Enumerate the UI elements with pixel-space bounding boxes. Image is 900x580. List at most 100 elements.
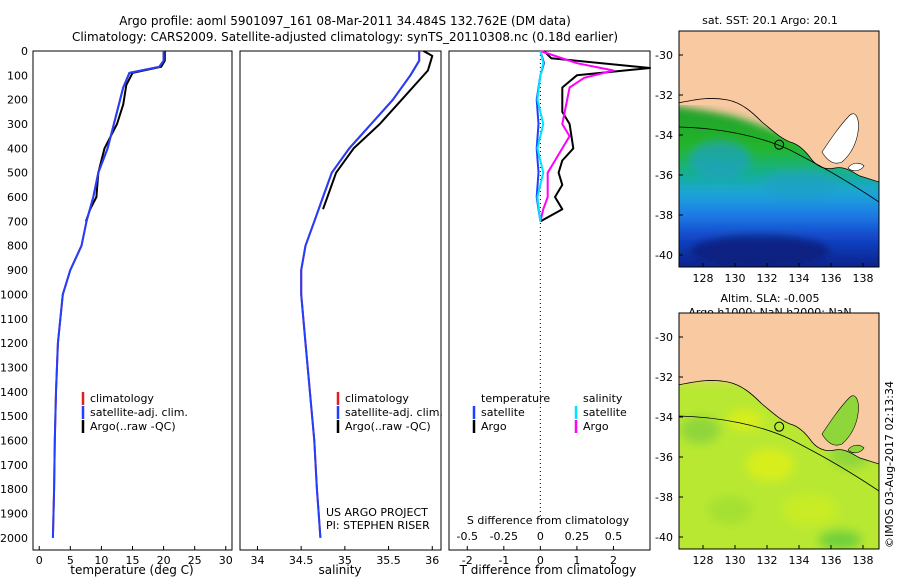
depth-tick-label: 200: [7, 94, 28, 107]
legend-climatology: climatology: [345, 392, 409, 405]
longitude-tick-label: 128: [693, 554, 714, 567]
depth-tick-label: 800: [7, 240, 28, 253]
float-location-circle: [774, 139, 785, 150]
t-difference-label: T difference from climatology: [459, 563, 637, 577]
s-difference-tick-label: 0.25: [565, 530, 590, 543]
salinity-tick-label: 35.5: [376, 554, 401, 567]
difference-profiles: [535, 50, 651, 223]
sla-map-lat-labels: -30 -32 -34 -36 -38 -40: [655, 331, 683, 544]
legend-title-salinity: salinity: [583, 392, 623, 405]
difference-legend: temperature salinity satellite Argo sate…: [472, 392, 627, 433]
legend-s-argo: Argo: [583, 420, 609, 433]
temperature-tick-label: 5: [67, 554, 74, 567]
depth-tick-label: 0: [21, 45, 28, 58]
argo-temperature-difference-line: [539, 50, 651, 223]
project-annotation: US ARGO PROJECT: [326, 506, 428, 519]
legend-satellite: satellite-adj. clim.: [90, 406, 188, 419]
argo-salinity-difference-line: [539, 50, 615, 222]
depth-tick-label: 1800: [0, 483, 28, 496]
depth-tick-label: 1300: [0, 361, 28, 374]
temperature-tick-labels: 0 5 10 15 20 25 30: [36, 546, 233, 567]
temperature-legend: climatology satellite-adj. clim. Argo(..…: [81, 392, 188, 433]
legend-satellite: satellite-adj. clim.: [345, 406, 443, 419]
longitude-tick-label: 132: [757, 554, 778, 567]
s-difference-tick-label: -0.5: [457, 530, 478, 543]
sst-map-panel: sat. SST: 20.1 Argo: 20.1 -30-32-34-36-3…: [655, 14, 880, 285]
salinity-tick-label: 36: [425, 554, 439, 567]
depth-tick-label: 100: [7, 69, 28, 82]
latitude-tick-label: -40: [655, 531, 673, 544]
salinity-profiles: [300, 50, 434, 538]
salinity-xlabel: salinity: [318, 563, 361, 577]
t-difference-tick-label: 0: [537, 554, 544, 567]
depth-tick-label: 600: [7, 191, 28, 204]
sst-map-lat-labels: -30 -32 -34 -36 -38 -40: [655, 49, 683, 262]
longitude-tick-label: 138: [853, 272, 874, 285]
latitude-tick-label: -30: [655, 49, 673, 62]
depth-tick-label: 1700: [0, 459, 28, 472]
longitude-tick-label: 136: [821, 554, 842, 567]
salinity-tick-labels: 34 34.5 35 35.5 36: [250, 546, 439, 567]
legend-climatology: climatology: [90, 392, 154, 405]
latitude-tick-label: -32: [655, 371, 673, 384]
latitude-tick-label: -30: [655, 331, 673, 344]
s-difference-tick-label: 0.5: [605, 530, 623, 543]
longitude-tick-label: 128: [693, 272, 714, 285]
temperature-profiles: [51, 51, 166, 538]
legend-argo: Argo(..raw -QC): [345, 420, 431, 433]
header-line1: Argo profile: aoml 5901097_161 08-Mar-20…: [119, 14, 571, 28]
t-difference-tick-label: -2: [462, 554, 473, 567]
sla-map-lon-labels: 128 130 132 134 136 138: [693, 545, 874, 567]
header-line2: Climatology: CARS2009. Satellite-adjuste…: [72, 30, 618, 44]
longitude-tick-label: 134: [789, 272, 810, 285]
difference-axes: [448, 50, 651, 551]
temperature-xlabel: temperature (deg C): [70, 563, 193, 577]
latitude-tick-label: -40: [655, 249, 673, 262]
depth-tick-label: 2000: [0, 532, 28, 545]
depth-tick-label: 1200: [0, 337, 28, 350]
sst-map-image: [679, 31, 879, 267]
salinity-tick-label: 35: [338, 554, 352, 567]
argo-temperature-line: [84, 51, 166, 222]
depth-tick-label: 1400: [0, 386, 28, 399]
s-difference-tick-labels: -0.5 -0.25 0 0.25 0.5: [457, 530, 623, 543]
latitude-tick-label: -36: [655, 451, 673, 464]
climatology-salinity-line: [300, 51, 421, 538]
depth-tick-labels: 0 100 200 300 400 500 600 700 800 900 1000 1100 1200…: [0, 45, 28, 545]
latitude-tick-label: -38: [655, 491, 673, 504]
depth-tick-label: 1600: [0, 434, 28, 447]
temperature-tick-label: 0: [36, 554, 43, 567]
t-difference-tick-label: 1: [573, 554, 580, 567]
latitude-tick-label: -34: [655, 411, 673, 424]
depth-tick-label: 300: [7, 118, 28, 131]
sst-map-lon-labels: 128 130 132 134 136 138: [693, 263, 874, 285]
t-difference-tick-label: 2: [610, 554, 617, 567]
legend-t-satellite: satellite: [481, 406, 525, 419]
sla-map-frame: [678, 312, 880, 550]
climatology-temperature-line: [51, 51, 165, 538]
legend-argo: Argo(..raw -QC): [90, 420, 176, 433]
depth-tick-label: 500: [7, 167, 28, 180]
salinity-panel: 34 34.5 35 35.5 36 salinity climatology sate…: [239, 50, 443, 577]
longitude-tick-label: 138: [853, 554, 874, 567]
depth-tick-label: 400: [7, 142, 28, 155]
salinity-legend: climatology satellite-adj. clim. Argo(..…: [336, 392, 443, 433]
depth-tick-label: 1000: [0, 288, 28, 301]
depth-tick-label: 1900: [0, 507, 28, 520]
longitude-tick-label: 136: [821, 272, 842, 285]
float-location-circle: [774, 421, 785, 432]
depth-tick-label: 700: [7, 215, 28, 228]
depth-tick-label: 1500: [0, 410, 28, 423]
satellite-temperature-line: [51, 51, 165, 538]
legend-t-argo: Argo: [481, 420, 507, 433]
s-difference-tick-label: -0.25: [490, 530, 518, 543]
t-difference-tick-label: -1: [498, 554, 509, 567]
longitude-tick-label: 134: [789, 554, 810, 567]
pi-annotation: PI: STEPHEN RISER: [326, 519, 430, 532]
s-difference-label: S difference from climatology: [467, 514, 630, 527]
latitude-tick-label: -38: [655, 209, 673, 222]
latitude-tick-label: -34: [655, 129, 673, 142]
depth-tick-label: 1100: [0, 313, 28, 326]
satellite-salinity-difference-line: [536, 50, 545, 222]
